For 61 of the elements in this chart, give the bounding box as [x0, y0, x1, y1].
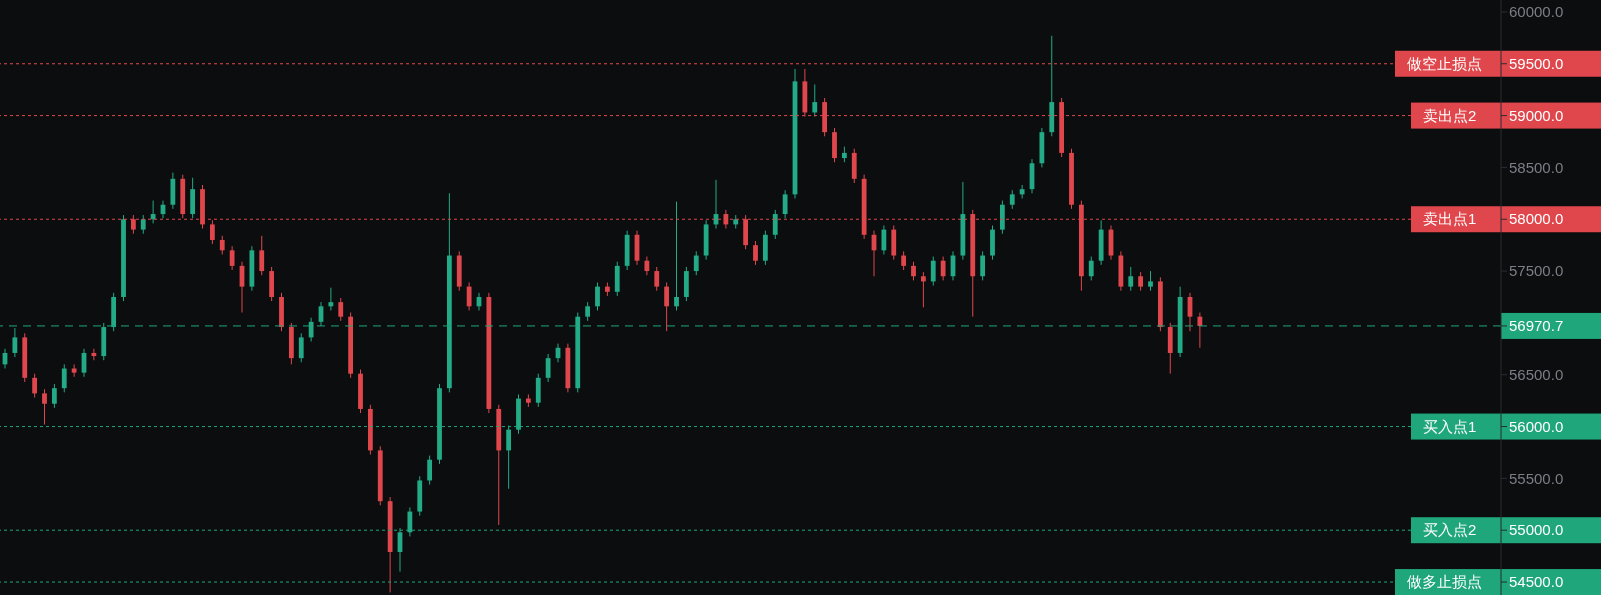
ref-line-label: 做多止损点: [1407, 573, 1482, 591]
candlestick: [1128, 266, 1134, 292]
y-tick-label: 58500.0: [1509, 158, 1564, 176]
candlestick: [911, 261, 916, 281]
y-tick-label: 59000.0: [1509, 106, 1564, 124]
candlestick: [545, 353, 551, 383]
candlestick: [980, 250, 986, 281]
y-tick-label: 58000.0: [1509, 210, 1564, 228]
candlestick: [209, 219, 215, 245]
candlestick: [1009, 189, 1015, 210]
y-tick-label: 56000.0: [1509, 417, 1564, 435]
candlestick: [664, 281, 670, 332]
candlestick: [259, 235, 265, 276]
candlestick: [1148, 270, 1153, 292]
candlestick: [338, 297, 344, 322]
candlestick: [91, 348, 97, 361]
ref-line-label: 做空止损点: [1407, 54, 1482, 72]
candlestick: [427, 455, 433, 486]
candlestick: [298, 332, 304, 363]
candlestick: [920, 271, 926, 308]
candlestick: [229, 245, 235, 271]
candlestick: [328, 287, 334, 311]
candlestick: [150, 200, 156, 224]
candlestick: [595, 281, 600, 311]
candlestick: [219, 235, 225, 255]
candlestick: [466, 281, 472, 311]
candlestick: [654, 266, 660, 292]
candlestick: [140, 214, 146, 235]
ref-line-label: 卖出点1: [1423, 210, 1477, 228]
candlestick: [693, 250, 699, 276]
candlestick: [61, 363, 67, 393]
candlestick: [1138, 271, 1144, 292]
candlestick: [32, 373, 38, 399]
candlestick: [782, 189, 788, 219]
candlestick: [42, 388, 47, 425]
candlestick: [772, 209, 778, 240]
y-tick-label: 59500.0: [1509, 54, 1564, 72]
candlestick: [674, 201, 679, 311]
y-tick-label: 55000.0: [1509, 521, 1564, 539]
candlestick: [881, 224, 887, 255]
y-tick-label: 60000.0: [1509, 3, 1564, 21]
candlestick: [1197, 312, 1203, 349]
ref-line-label: 买入点1: [1423, 417, 1477, 435]
candlestick: [812, 83, 818, 118]
ref-line-label: 卖出点2: [1423, 106, 1477, 124]
candlestick: [753, 240, 758, 266]
candlestick: [71, 363, 77, 378]
candlestick: [51, 383, 57, 409]
y-tick-label: 56970.7: [1509, 316, 1564, 334]
candlestick: [1088, 256, 1094, 281]
candlestick: [1019, 184, 1025, 200]
y-tick-label: 54500.0: [1509, 573, 1564, 591]
candlestick: [585, 301, 591, 322]
candlestick: [930, 256, 936, 287]
candlestick: [901, 250, 907, 271]
ref-line-label: 买入点2: [1423, 521, 1477, 539]
candlestick: [644, 256, 650, 276]
y-tick-label: 57500.0: [1509, 262, 1564, 280]
y-tick-label: 55500.0: [1509, 469, 1564, 487]
candlestick: [940, 256, 946, 281]
y-tick-label: 56500.0: [1509, 366, 1564, 384]
